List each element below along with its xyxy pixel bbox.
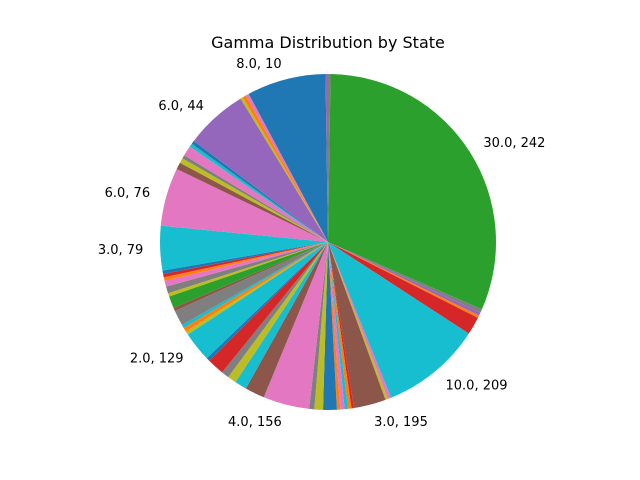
slice-label: 2.0, 129	[130, 351, 184, 366]
pie-slice	[159, 225, 328, 271]
pie-slice	[228, 242, 328, 383]
pie-slice	[209, 242, 328, 373]
slice-label: 30.0, 242	[483, 136, 545, 151]
slice-label: 8.0, 10	[236, 57, 281, 72]
pie-slice	[168, 242, 328, 297]
pie-slice	[323, 242, 337, 411]
pie-slice	[309, 242, 328, 410]
pie-slice	[245, 93, 328, 242]
pie-slice	[164, 242, 328, 287]
pie-slice	[328, 242, 482, 313]
pie-slice	[328, 242, 352, 409]
pie-slice	[179, 158, 328, 242]
pie-slice	[182, 155, 328, 242]
pie-slice	[328, 74, 331, 242]
pie-slice	[162, 242, 328, 275]
pie-slice	[242, 95, 328, 242]
pie-slice	[328, 242, 478, 334]
pie-slice	[314, 242, 328, 410]
pie-slice	[191, 140, 328, 242]
pie-slice	[328, 242, 345, 410]
pie-slice	[328, 242, 386, 408]
pie-slice	[163, 242, 328, 278]
pie-slice	[181, 242, 328, 328]
pie-slice	[184, 146, 328, 242]
pie-slice	[174, 242, 328, 326]
pie-slice	[189, 143, 328, 242]
slice-label: 3.0, 195	[374, 415, 428, 430]
pie-slice	[169, 242, 328, 308]
slice-label: 4.0, 156	[228, 415, 282, 430]
pie-slice	[183, 242, 328, 332]
slice-label: 6.0, 76	[105, 186, 150, 201]
pie-slice	[173, 242, 328, 312]
pie-slice	[328, 74, 497, 310]
chart-title: Gamma Distribution by State	[211, 33, 445, 52]
pie-slice	[222, 242, 328, 378]
pie-slice	[176, 162, 328, 242]
pie-slice	[206, 242, 328, 361]
pie-slice	[328, 242, 388, 400]
pie-slice	[160, 168, 328, 242]
pie-slice	[328, 242, 354, 409]
pie-slice	[328, 242, 349, 410]
pie-slice	[263, 242, 328, 409]
pie-slice	[166, 242, 328, 294]
pie-slice	[235, 242, 328, 389]
pie-slice	[187, 242, 328, 359]
pie-slice	[240, 97, 328, 242]
pie-slice	[328, 242, 480, 318]
pie-slice	[245, 242, 328, 398]
slice-label: 6.0, 44	[158, 99, 203, 114]
pie-slice	[163, 242, 328, 281]
pie-slice	[328, 242, 392, 399]
slice-label: 10.0, 209	[446, 379, 508, 394]
pie-slice	[328, 242, 341, 410]
pie-slice	[185, 242, 328, 335]
pie-slice	[325, 74, 328, 242]
slice-label: 3.0, 79	[98, 243, 143, 258]
pie-slice	[328, 242, 481, 316]
pie-slice	[248, 74, 328, 243]
pie-slice	[328, 242, 469, 398]
pie-slice	[193, 98, 328, 242]
